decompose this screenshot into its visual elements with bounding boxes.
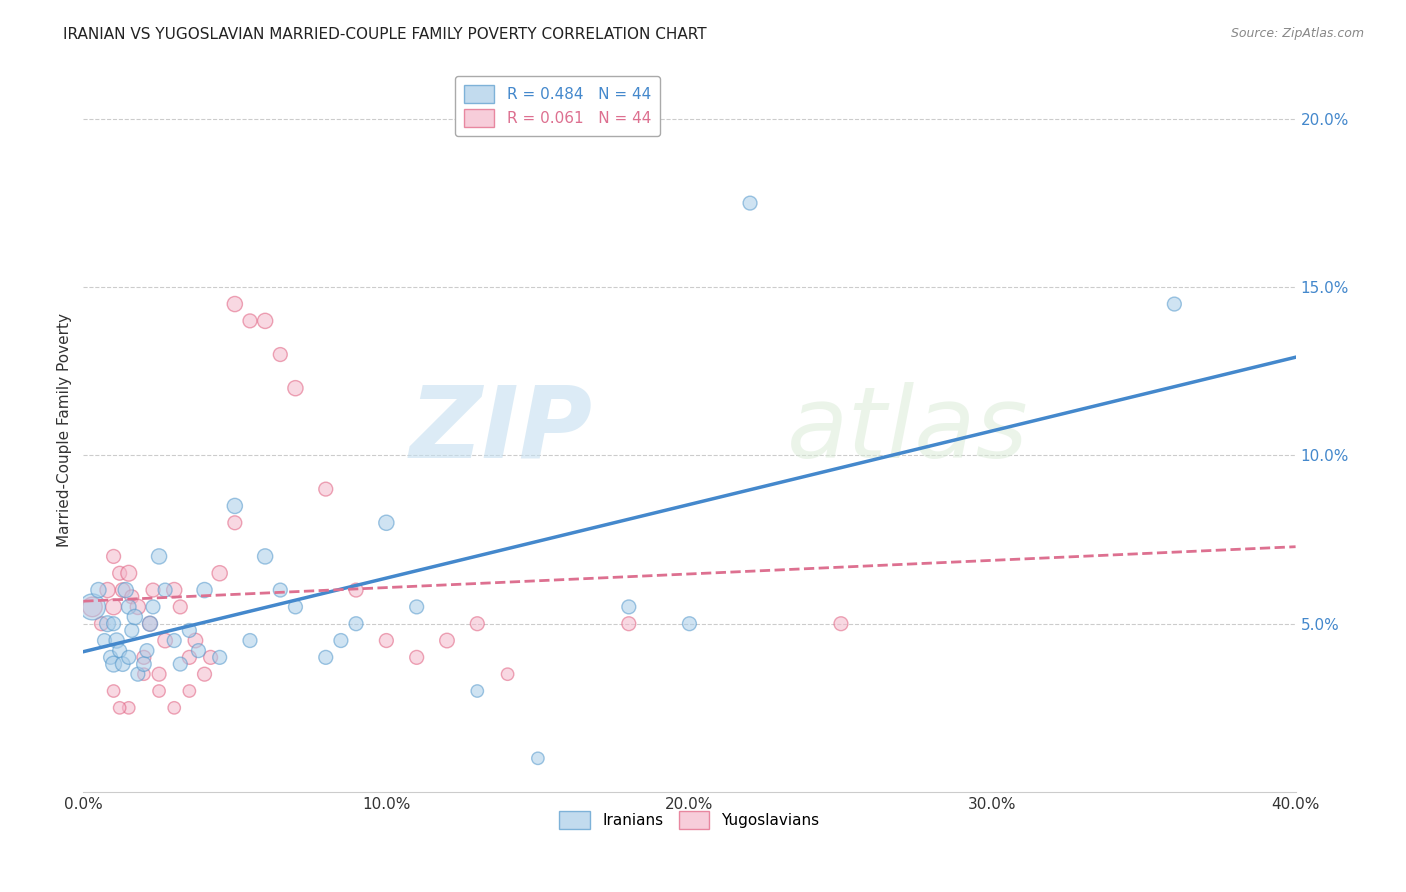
Point (284, 599, 307, 614)
Point (142, 583, 165, 598)
Point (163, 701, 186, 715)
Point (148, 667, 170, 681)
Point (284, 381, 307, 395)
Point (617, 599, 640, 614)
Point (148, 684, 170, 698)
Point (527, 751, 550, 765)
Point (111, 657, 134, 672)
Point (208, 650, 231, 665)
Point (344, 616, 367, 631)
Point (269, 347, 291, 361)
Text: atlas: atlas (786, 382, 1028, 479)
Point (179, 684, 201, 698)
Point (121, 624, 143, 638)
Point (142, 599, 165, 614)
Point (124, 610, 146, 624)
Point (254, 314, 277, 328)
Point (118, 566, 141, 581)
Point (111, 583, 134, 598)
Point (1163, 297, 1185, 311)
Point (200, 650, 222, 665)
Point (103, 657, 125, 672)
Point (127, 599, 149, 614)
Point (179, 624, 201, 638)
Point (329, 633, 352, 648)
Point (90, 616, 112, 631)
Point (208, 566, 231, 581)
Point (315, 482, 337, 496)
Point (100, 650, 122, 665)
Point (187, 643, 209, 657)
Point (118, 599, 141, 614)
Point (830, 616, 852, 631)
Point (103, 599, 125, 614)
Point (153, 583, 176, 598)
Point (132, 650, 155, 665)
Point (82, 599, 104, 614)
Point (108, 643, 131, 657)
Point (108, 701, 131, 715)
Point (136, 643, 159, 657)
Text: IRANIAN VS YUGOSLAVIAN MARRIED-COUPLE FAMILY POVERTY CORRELATION CHART: IRANIAN VS YUGOSLAVIAN MARRIED-COUPLE FA… (63, 27, 707, 42)
Point (114, 583, 136, 598)
Point (108, 566, 131, 581)
Point (127, 667, 149, 681)
Point (153, 633, 176, 648)
Point (224, 499, 246, 513)
Point (184, 633, 207, 648)
Point (405, 650, 427, 665)
Point (103, 549, 125, 564)
Point (118, 701, 141, 715)
Point (105, 633, 128, 648)
Point (315, 650, 337, 665)
Point (132, 657, 155, 672)
Point (118, 650, 141, 665)
Point (193, 583, 215, 598)
Point (93, 633, 115, 648)
Y-axis label: Married-Couple Family Poverty: Married-Couple Family Poverty (58, 313, 72, 547)
Point (163, 633, 186, 648)
Point (224, 297, 246, 311)
Point (139, 616, 162, 631)
Legend: Iranians, Yugoslavians: Iranians, Yugoslavians (554, 805, 825, 835)
Point (405, 599, 427, 614)
Point (375, 633, 398, 648)
Point (239, 314, 262, 328)
Point (163, 583, 186, 598)
Point (465, 684, 488, 698)
Text: ZIP: ZIP (409, 382, 592, 479)
Point (496, 667, 519, 681)
Point (193, 667, 215, 681)
Point (254, 549, 277, 564)
Point (96, 583, 118, 598)
Point (169, 657, 191, 672)
Point (678, 616, 700, 631)
Point (344, 583, 367, 598)
Point (103, 616, 125, 631)
Point (121, 590, 143, 604)
Point (87, 583, 110, 598)
Point (617, 616, 640, 631)
Point (179, 650, 201, 665)
Point (139, 616, 162, 631)
Point (465, 616, 488, 631)
Point (82, 599, 104, 614)
Point (436, 633, 458, 648)
Point (169, 599, 191, 614)
Text: Source: ZipAtlas.com: Source: ZipAtlas.com (1230, 27, 1364, 40)
Point (103, 684, 125, 698)
Point (239, 633, 262, 648)
Point (375, 516, 398, 530)
Point (132, 667, 155, 681)
Point (224, 516, 246, 530)
Point (148, 549, 170, 564)
Point (269, 583, 291, 598)
Point (738, 196, 761, 211)
Point (96, 616, 118, 631)
